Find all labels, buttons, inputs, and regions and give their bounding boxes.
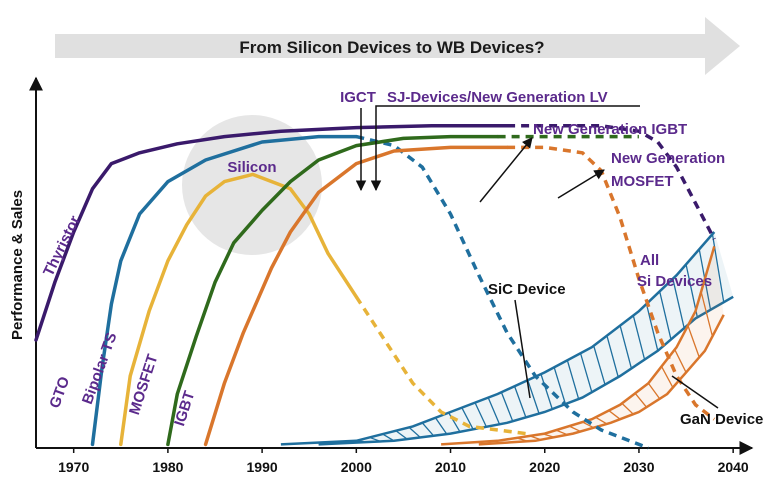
x-tick-label-2020: 2020 [529,459,560,475]
sic-hatch-10 [487,397,501,425]
sic-hatch-15 [553,367,567,405]
x-axis-ticks: 1970 1980 1990 2000 2010 2020 2030 2040 [58,448,749,475]
gan-band-fill [441,246,724,445]
sic-hatch-18 [593,345,606,385]
sic-device-label: SiC Device [488,281,566,298]
sic-hatch-17 [579,353,593,393]
sic-upper-line [280,231,716,446]
sic-hatch-12 [513,386,527,418]
sic-hatch-13 [527,379,540,414]
thyristor-line-dashed [507,124,716,241]
x-tick-label-2010: 2010 [435,459,466,475]
sic-hatch-3 [395,430,408,440]
sic-hatch-23 [659,291,672,340]
mosfet-label: MOSFET [126,352,161,417]
gan-lower-line [478,314,725,446]
series-lines [34,124,716,450]
thyristor-line-solid [34,124,509,342]
gan-hatch-7 [608,410,621,420]
gan-hatch-12 [674,349,687,373]
all-si-devices-label-line2: Si Devices [637,273,712,290]
gan-upper-line [441,246,716,446]
gto-line-dashed [355,134,650,450]
gan-hatch-11 [660,366,674,388]
title-arrow-band [55,17,740,75]
x-tick-label-2000: 2000 [341,459,372,475]
hatched-bands [280,231,734,446]
sic-hatch-16 [566,360,580,400]
gan-device-label: GaN Device [680,411,763,428]
igbt-line-dashed [507,145,716,421]
sic-hatch-4 [408,426,421,438]
gan-hatch-5 [582,421,595,429]
y-axis-label: Performance & Sales [9,190,26,340]
gan-hatch-6 [595,416,608,425]
igbt-line-solid [203,145,509,447]
sic-hatch-24 [672,278,685,329]
gto-line-solid [90,134,359,447]
sic-band-fill [280,232,734,445]
sic-hatch-27 [711,234,725,303]
gan-hatch-8 [621,402,634,415]
silicon-label: Silicon [227,159,276,176]
gan-hatch-14 [700,291,714,337]
gto-label: GTO [46,374,73,410]
sic-hatch-6 [434,417,448,435]
chart-title: From Silicon Devices to WB Devices? [239,38,544,57]
x-tick-label-1980: 1980 [152,459,183,475]
sic-hatch-5 [421,422,435,437]
igbt-label: IGBT [171,389,198,428]
sic-hatch-8 [461,407,474,430]
x-tick-label-1990: 1990 [247,459,278,475]
new-generation-igbt-label: New Generation IGBT [533,121,687,138]
new-generation-mosfet-label-line2: MOSFET [611,173,674,190]
bipolar-line-solid [119,172,359,447]
gan-hatch-4 [568,425,581,433]
sic-hatch-20 [619,325,633,369]
sic-hatch-11 [500,392,514,422]
igct-label: IGCT [340,89,376,106]
sj-devices-label: SJ-Devices/New Generation LV [387,89,608,106]
new-igbt-pointer-line [479,137,533,203]
gan-band [441,246,725,446]
sic-pointer-line [514,299,531,399]
bipolar-line-dashed [354,295,527,436]
all-si-devices-label-line1: All [640,252,659,269]
mosfet-line-solid [166,134,500,447]
sic-hatch-21 [632,315,646,360]
sj-pointer-line [370,105,640,192]
silicon-circle [182,115,322,255]
sic-hatch-22 [645,303,659,351]
new-mosfet-pointer-line [557,169,605,199]
gan-hatch-13 [687,325,700,358]
sic-hatch-7 [448,412,461,433]
x-tick-label-2030: 2030 [623,459,654,475]
new-generation-mosfet-label-line1: New Generation [611,150,725,167]
x-tick-label-1970: 1970 [58,459,89,475]
gan-hatch-10 [647,382,661,400]
gan-pointer-line [671,375,719,409]
x-tick-label-2040: 2040 [718,459,749,475]
thyristor-label: Thyristor [40,213,84,279]
gan-hatch-9 [634,392,647,408]
sic-band [280,231,734,446]
sic-hatch-19 [606,335,619,378]
sic-hatch-14 [540,373,553,410]
sic-hatch-9 [474,402,487,428]
